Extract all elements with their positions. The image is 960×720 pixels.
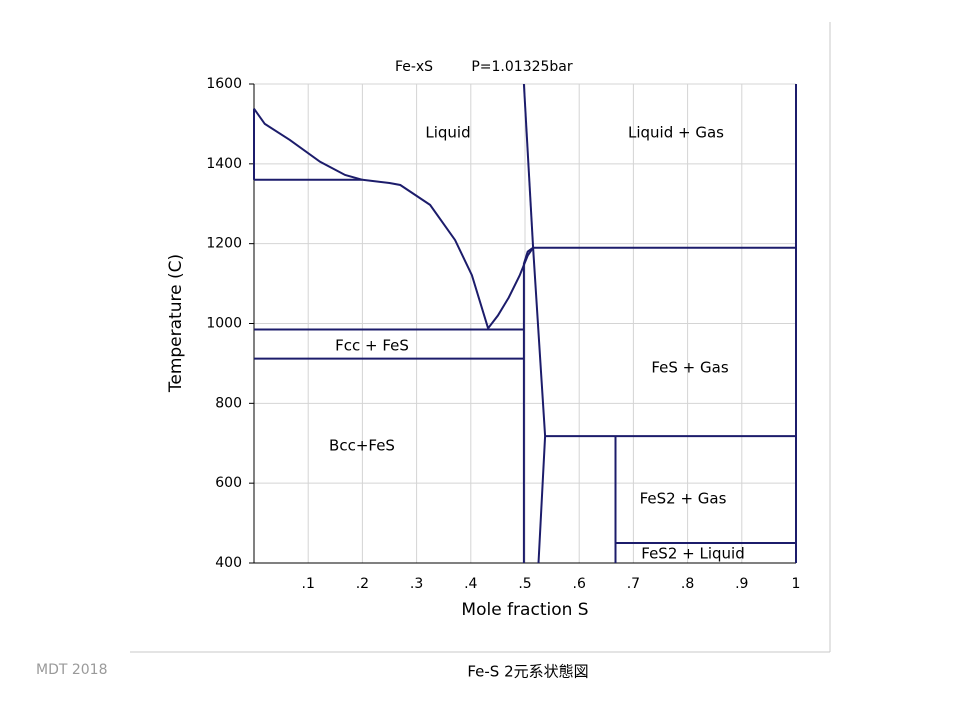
x-tick-label: .8 — [681, 576, 694, 592]
phase-boundary — [532, 247, 547, 564]
x-tick-label: .5 — [518, 576, 531, 592]
x-tick-label: .6 — [573, 576, 586, 592]
chart-subtitle: P=1.01325bar — [471, 59, 573, 75]
y-tick-label: 1600 — [206, 76, 242, 92]
phase-boundary — [522, 246, 534, 563]
x-tick-label: .9 — [735, 576, 748, 592]
region-label: Liquid + Gas — [628, 124, 724, 142]
phase-boundary — [253, 108, 363, 181]
footer-note: MDT 2018 — [36, 662, 108, 678]
region-label: Bcc+FeS — [329, 437, 395, 455]
region-label: Liquid — [425, 124, 470, 142]
y-tick-label: 600 — [215, 475, 242, 491]
x-axis-label: Mole fraction S — [461, 600, 588, 620]
y-tick-label: 800 — [215, 395, 242, 411]
y-axis-label: Temperature (C) — [166, 254, 186, 393]
y-tick-label: 1400 — [206, 156, 242, 172]
caption: Fe-S 2元系状態図 — [467, 663, 588, 681]
y-tick-label: 1200 — [206, 236, 242, 252]
x-tick-label: .3 — [410, 576, 423, 592]
x-tick-label: .7 — [627, 576, 640, 592]
x-tick-label: 1 — [792, 576, 801, 592]
region-label: Fcc + FeS — [335, 337, 409, 355]
x-tick-label: .2 — [356, 576, 369, 592]
phase-boundary — [522, 83, 535, 248]
region-label: FeS2 + Gas — [640, 490, 727, 508]
x-tick-label: .1 — [302, 576, 315, 592]
chart-title: Fe-xS — [395, 59, 433, 75]
phase-boundary — [487, 247, 534, 329]
phase-boundary — [362, 178, 490, 329]
y-tick-label: 1000 — [206, 316, 242, 332]
region-label: FeS2 + Liquid — [641, 545, 744, 563]
plot: .1.2.3.4.5.6.7.8.9 1400600800100012001400… — [206, 76, 800, 592]
region-label: FeS + Gas — [651, 359, 728, 377]
y-tick-label: 400 — [215, 555, 242, 571]
x-tick-label: .4 — [464, 576, 477, 592]
